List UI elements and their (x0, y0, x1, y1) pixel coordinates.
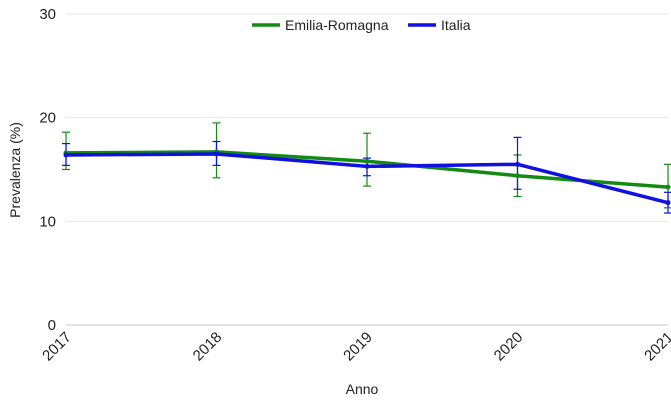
legend-item: Emilia-Romagna (252, 17, 389, 33)
x-axis-ticks: 2017 2018 2019 2020 2021 (39, 329, 671, 365)
x-axis-title: Anno (346, 381, 379, 397)
legend: Emilia-Romagna Italia (252, 17, 471, 33)
y-tick-label: 30 (39, 6, 56, 23)
data-point (364, 158, 370, 164)
y-axis-title: Prevalenza (%) (7, 122, 23, 218)
x-tick-label: 2019 (340, 329, 376, 365)
x-tick-label: 2020 (491, 329, 527, 365)
y-tick-label: 0 (48, 317, 56, 334)
y-tick-label: 20 (39, 110, 56, 127)
data-point (214, 151, 219, 157)
series-lines (63, 149, 671, 206)
data-point (515, 173, 520, 179)
data-point (515, 161, 520, 167)
data-point (63, 152, 69, 158)
y-axis-ticks: 0 10 20 30 (39, 6, 56, 334)
data-point (665, 184, 671, 190)
x-tick-label: 2017 (39, 329, 75, 365)
legend-label: Italia (441, 17, 471, 33)
x-tick-label: 2018 (190, 329, 226, 365)
grid-lines (66, 13, 668, 326)
data-point (665, 200, 671, 206)
y-tick-label: 10 (39, 213, 56, 230)
legend-item: Italia (408, 17, 471, 33)
x-tick-label: 2021 (641, 329, 671, 365)
data-point (364, 163, 370, 169)
legend-label: Emilia-Romagna (285, 17, 389, 33)
